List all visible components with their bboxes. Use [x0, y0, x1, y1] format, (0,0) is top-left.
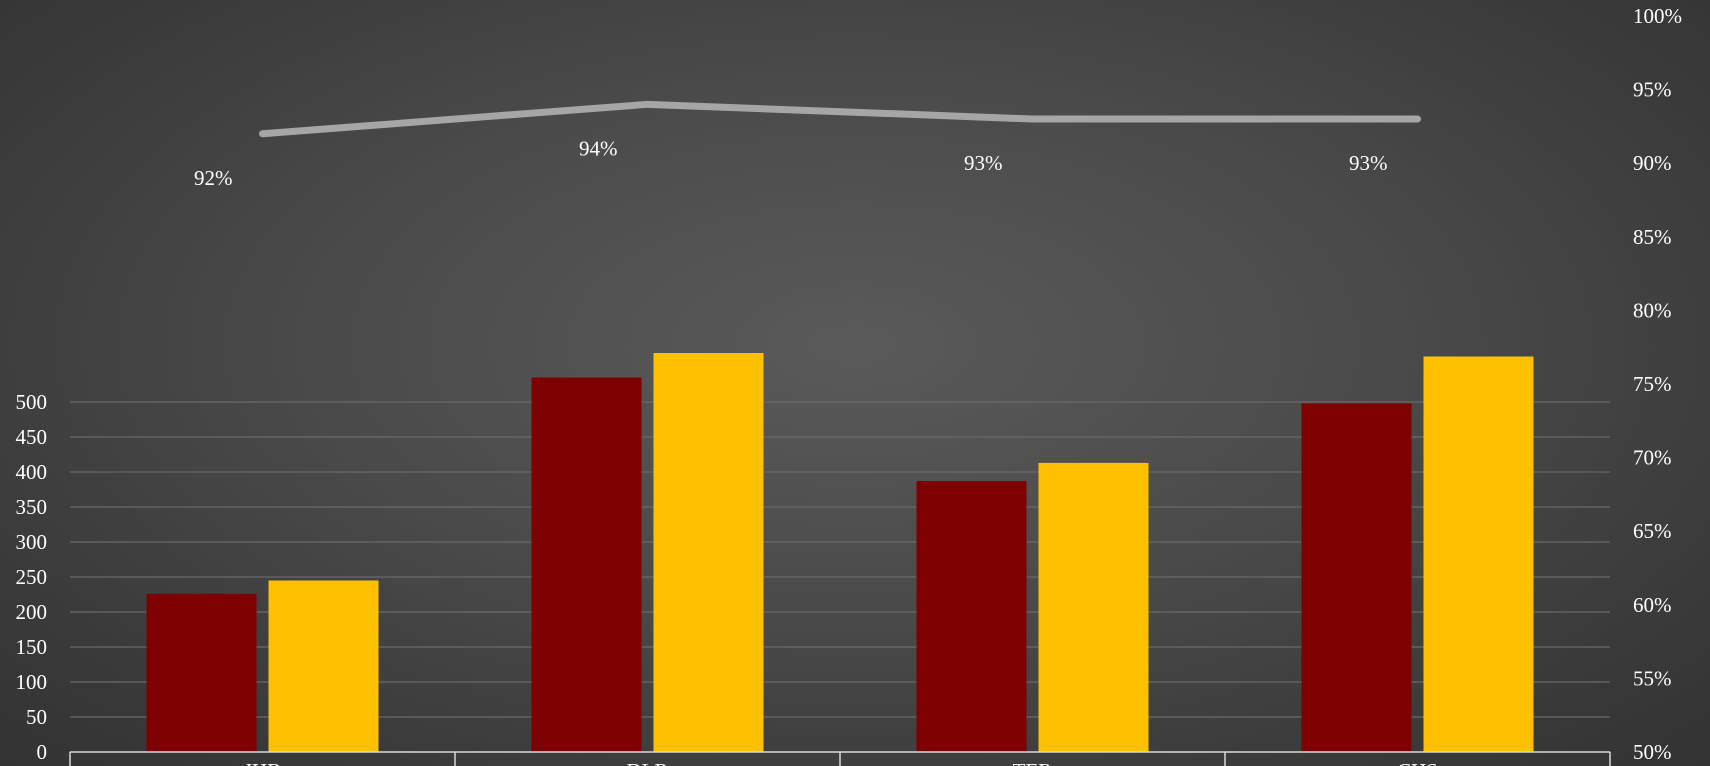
right-tick-label: 50%	[1633, 740, 1672, 764]
bar	[268, 580, 379, 752]
right-tick-label: 100%	[1633, 4, 1682, 28]
line-point	[1415, 117, 1420, 122]
bar	[1301, 403, 1412, 752]
left-tick-label: 500	[16, 390, 48, 414]
left-tick-label: 200	[16, 600, 48, 624]
right-tick-label: 55%	[1633, 666, 1672, 690]
data-label: 92%	[194, 166, 233, 190]
data-label: 93%	[1349, 151, 1388, 175]
category-label: JHB	[244, 759, 281, 766]
left-tick-label: 400	[16, 460, 48, 484]
data-label: 93%	[964, 151, 1003, 175]
left-tick-label: 250	[16, 565, 48, 589]
left-tick-label: 50	[26, 705, 47, 729]
right-y-axis: 50% 55% 60% 65% 70% 75% 80% 85% 90% 95% 100%	[1633, 4, 1682, 764]
x-axis: JHB DLR TER CHS	[69, 751, 1611, 766]
bar	[653, 353, 764, 752]
right-tick-label: 65%	[1633, 519, 1672, 543]
right-tick-label: 85%	[1633, 225, 1672, 249]
data-label: 94%	[579, 136, 618, 160]
right-tick-label: 95%	[1633, 78, 1672, 102]
bar	[1423, 356, 1534, 752]
left-tick-label: 150	[16, 635, 48, 659]
right-tick-label: 75%	[1633, 372, 1672, 396]
bar	[531, 377, 642, 752]
line-point	[645, 102, 650, 107]
bar	[916, 481, 1027, 752]
left-tick-label: 350	[16, 495, 48, 519]
percentage-line	[259, 100, 1421, 138]
line-series	[259, 100, 1421, 138]
bar-series	[146, 353, 1534, 752]
category-label: DLR	[627, 759, 669, 766]
bar	[146, 593, 257, 752]
right-tick-label: 60%	[1633, 593, 1672, 617]
bar	[1038, 462, 1149, 752]
left-tick-label: 300	[16, 530, 48, 554]
category-label: TER	[1013, 759, 1053, 766]
left-tick-label: 100	[16, 670, 48, 694]
left-y-axis: 0 50 100 150 200 250 300 350 400 450 500	[16, 390, 48, 764]
right-tick-label: 70%	[1633, 446, 1672, 470]
right-tick-label: 90%	[1633, 151, 1672, 175]
line-point	[260, 131, 265, 136]
right-tick-label: 80%	[1633, 298, 1672, 322]
left-tick-label: 450	[16, 425, 48, 449]
line-point	[1030, 117, 1035, 122]
left-tick-label: 0	[37, 740, 48, 764]
category-label: CHS	[1397, 759, 1438, 766]
data-labels: 92% 94% 93% 93%	[194, 136, 1388, 189]
